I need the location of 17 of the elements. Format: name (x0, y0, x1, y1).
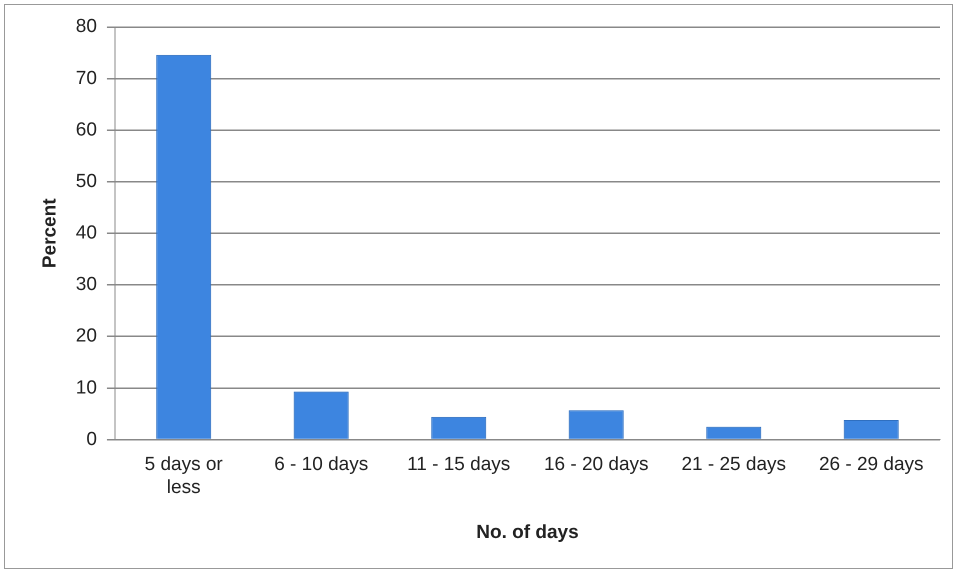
y-tick-label: 30 (76, 274, 97, 296)
y-tick-label: 70 (76, 68, 97, 89)
x-tick-label: 26 - 29 days (818, 454, 924, 476)
y-tick-label: 60 (76, 119, 97, 140)
y-tick-label: 10 (76, 377, 97, 398)
x-tick-label: 5 days or less (144, 454, 224, 498)
x-tick-label: 16 - 20 days (544, 454, 649, 476)
y-tick-label: 0 (86, 428, 97, 450)
x-axis-title: No. of days (476, 522, 579, 543)
x-tick-label: 6 - 10 days (274, 454, 368, 476)
y-axis-title: Percent (40, 198, 61, 268)
y-tick-label: 40 (76, 222, 97, 244)
x-tick-label: 21 - 25 days (681, 454, 786, 476)
y-tick-label: 20 (76, 326, 97, 347)
y-tick-label: 80 (76, 16, 97, 38)
x-tick-label: 11 - 15 days (407, 454, 510, 476)
y-tick-label: 50 (76, 170, 97, 192)
